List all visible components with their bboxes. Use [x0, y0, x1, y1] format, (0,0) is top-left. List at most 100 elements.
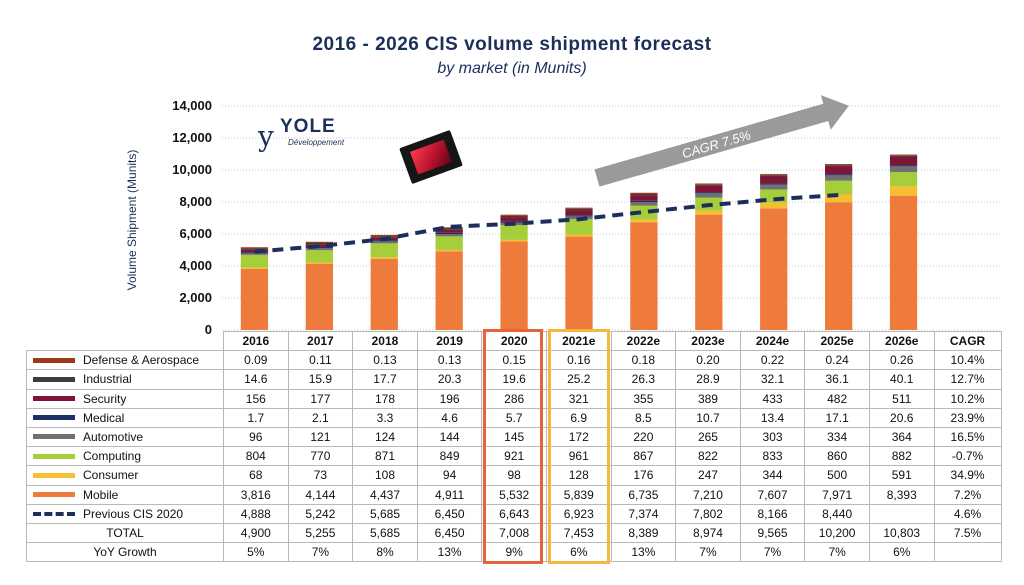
value-cell: 7,971 — [804, 484, 870, 505]
bar-segment-defense-aerospace — [825, 164, 853, 166]
value-cell: 867 — [610, 446, 677, 467]
bar-segment-mobile — [500, 241, 528, 330]
cagr-cell: 16.5% — [933, 426, 1002, 448]
value-cell: 10,803 — [868, 522, 935, 544]
bar-segment-mobile — [695, 214, 723, 330]
yole-logo: y YOLE Développement — [258, 116, 368, 156]
value-cell: 145 — [481, 426, 547, 448]
value-cell: 389 — [675, 388, 741, 409]
bar-segment-consumer — [760, 202, 788, 209]
column-header-cagr: CAGR — [933, 330, 1002, 352]
cagr-cell: 23.9% — [933, 407, 1002, 428]
value-cell: 7,607 — [739, 484, 806, 505]
cagr-cell: 7.2% — [933, 484, 1002, 505]
value-cell: 2.1 — [287, 407, 354, 428]
value-cell: 8% — [352, 542, 418, 563]
bar-segment-computing — [240, 254, 269, 268]
y-tick-label: 2,000 — [179, 290, 212, 305]
legend-label: Mobile — [83, 487, 119, 502]
value-cell: 3.3 — [352, 407, 418, 428]
bar-segment-automotive — [630, 202, 658, 206]
bar-segment-security — [500, 217, 528, 222]
value-cell — [868, 503, 935, 524]
value-cell: 882 — [868, 446, 935, 467]
value-cell: 247 — [675, 465, 741, 486]
column-header: 2017 — [287, 330, 354, 352]
bar-segment-medical — [825, 174, 853, 176]
value-cell: 6,450 — [416, 503, 483, 524]
cagr-cell — [933, 542, 1002, 563]
row-label: Defense & Aerospace — [26, 350, 224, 371]
bar-segment-defense-aerospace — [889, 154, 918, 156]
value-cell: 4,911 — [416, 484, 483, 505]
value-cell: 8,166 — [739, 503, 806, 524]
bar-segment-security — [889, 156, 918, 166]
bar-segment-industrial — [825, 165, 853, 167]
value-cell: 344 — [739, 465, 806, 486]
bar-segment-medical — [760, 183, 788, 185]
bar-segment-security — [695, 185, 723, 193]
value-cell: 833 — [739, 446, 806, 467]
bar-segment-computing — [500, 225, 528, 240]
value-cell: 19.6 — [481, 369, 547, 390]
bar-segment-consumer — [240, 267, 269, 269]
value-cell: 4,888 — [223, 503, 289, 524]
bar-segment-industrial — [889, 155, 918, 157]
value-cell: 6,923 — [545, 503, 612, 524]
bar-segment-defense-aerospace — [760, 174, 788, 176]
bar-segment-mobile — [240, 268, 269, 330]
value-cell: 10.7 — [675, 407, 741, 428]
legend-label: Previous CIS 2020 — [83, 506, 184, 521]
bar-segment-automotive — [435, 234, 463, 237]
legend-swatch — [33, 491, 75, 497]
bar-segment-mobile — [825, 202, 853, 330]
value-cell: 6,643 — [481, 503, 547, 524]
value-cell: 286 — [481, 388, 547, 409]
value-cell: 8,974 — [675, 522, 741, 544]
logo-brand: YOLE — [280, 116, 336, 137]
legend-label: Automotive — [83, 430, 144, 445]
bar-segment-defense-aerospace — [565, 207, 593, 209]
value-cell: 5,242 — [287, 503, 354, 524]
bar-segment-medical — [305, 247, 333, 249]
bar-segment-defense-aerospace — [370, 234, 398, 237]
value-cell: 8.5 — [610, 407, 677, 428]
bar-segment-mobile — [370, 259, 398, 330]
value-cell: 17.7 — [352, 369, 418, 390]
bar-segment-industrial — [370, 236, 398, 238]
value-cell: 0.13 — [352, 350, 418, 371]
chart-title: 2016 - 2026 CIS volume shipment forecast — [312, 34, 712, 55]
bar-segment-security — [435, 229, 463, 233]
legend-swatch — [33, 453, 75, 459]
y-tick-label: 6,000 — [179, 226, 212, 241]
cagr-cell: -0.7% — [933, 446, 1002, 467]
bar-segment-computing — [305, 250, 333, 263]
value-cell: 5% — [223, 542, 289, 563]
legend-label: Computing — [83, 449, 142, 464]
value-cell: 7% — [739, 542, 806, 563]
bar-segment-automotive — [305, 248, 333, 251]
bar-segment-computing — [370, 243, 398, 258]
value-cell: 4,900 — [223, 522, 289, 544]
bar-segment-automotive — [760, 184, 788, 190]
value-cell: 770 — [287, 446, 354, 467]
bar-segment-consumer — [825, 194, 853, 203]
cagr-cell: 10.4% — [933, 350, 1002, 371]
bar-segment-computing — [889, 172, 918, 187]
value-cell: 177 — [287, 388, 354, 409]
value-cell: 94 — [416, 465, 483, 486]
column-header: 2018 — [352, 330, 418, 352]
bar-segment-industrial — [500, 215, 528, 218]
value-cell: 5,685 — [352, 503, 418, 524]
value-cell: 5.7 — [481, 407, 547, 428]
cagr-cell: 34.9% — [933, 465, 1002, 486]
value-cell: 0.15 — [481, 350, 547, 371]
cagr-arrow: CAGR 7.5% — [594, 95, 849, 187]
value-cell: 26.3 — [610, 369, 677, 390]
legend-swatch — [33, 415, 75, 421]
legend-label: Defense & Aerospace — [83, 353, 200, 368]
bar-segment-consumer — [630, 219, 658, 223]
value-cell: 265 — [675, 426, 741, 448]
bar-segment-automotive — [695, 193, 723, 198]
bar-segment-automotive — [889, 166, 918, 173]
